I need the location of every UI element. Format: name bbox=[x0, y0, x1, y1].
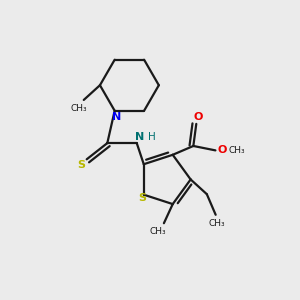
Text: CH₃: CH₃ bbox=[209, 218, 225, 227]
Text: O: O bbox=[193, 112, 203, 122]
Text: N: N bbox=[135, 132, 144, 142]
Text: S: S bbox=[77, 160, 86, 170]
Text: CH₃: CH₃ bbox=[228, 146, 245, 155]
Text: CH₃: CH₃ bbox=[149, 227, 166, 236]
Text: CH₃: CH₃ bbox=[70, 104, 87, 113]
Text: O: O bbox=[217, 145, 226, 155]
Text: S: S bbox=[138, 193, 146, 202]
Text: N: N bbox=[112, 112, 121, 122]
Text: H: H bbox=[148, 132, 155, 142]
